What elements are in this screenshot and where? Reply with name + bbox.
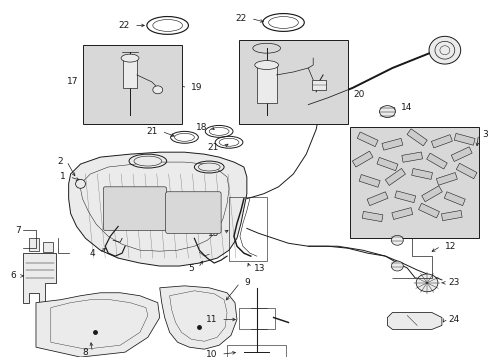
Text: 18: 18 [195, 123, 207, 132]
Ellipse shape [390, 261, 403, 271]
Polygon shape [418, 203, 439, 218]
Text: 5: 5 [188, 264, 194, 273]
Text: 7: 7 [15, 226, 21, 235]
Text: 14: 14 [401, 103, 412, 112]
Text: 23: 23 [448, 278, 459, 287]
Text: 22: 22 [119, 21, 130, 30]
Polygon shape [444, 192, 464, 206]
Polygon shape [441, 210, 461, 221]
Text: 21: 21 [207, 143, 219, 152]
Text: 19: 19 [191, 83, 203, 92]
Text: 11: 11 [205, 315, 217, 324]
Ellipse shape [415, 274, 437, 292]
Text: 12: 12 [444, 242, 455, 251]
Ellipse shape [428, 36, 460, 64]
Polygon shape [450, 147, 471, 162]
Polygon shape [381, 138, 402, 150]
Text: 1: 1 [60, 172, 65, 181]
FancyBboxPatch shape [103, 187, 166, 230]
Polygon shape [29, 238, 39, 251]
Text: 6: 6 [10, 271, 16, 280]
Polygon shape [453, 134, 474, 145]
Text: 4: 4 [90, 249, 95, 258]
Bar [311, 80, 325, 90]
Bar [239, 40, 347, 125]
Polygon shape [358, 175, 379, 187]
Ellipse shape [254, 60, 278, 69]
Text: 8: 8 [82, 348, 88, 357]
Ellipse shape [198, 163, 220, 171]
Polygon shape [426, 153, 447, 169]
Polygon shape [421, 186, 442, 202]
Bar [123, 58, 137, 88]
Ellipse shape [76, 179, 85, 188]
Polygon shape [23, 253, 56, 303]
Polygon shape [36, 293, 160, 357]
Text: 24: 24 [448, 315, 459, 324]
Bar [239, 307, 274, 329]
Text: 13: 13 [253, 264, 265, 273]
Text: 9: 9 [244, 278, 249, 287]
Polygon shape [401, 152, 422, 162]
Ellipse shape [134, 156, 162, 166]
Polygon shape [362, 211, 382, 222]
Polygon shape [352, 151, 372, 167]
Polygon shape [430, 135, 451, 148]
Polygon shape [455, 163, 476, 179]
Polygon shape [43, 242, 53, 252]
Text: 15: 15 [207, 229, 219, 238]
Text: 22: 22 [235, 14, 246, 23]
Bar [228, 197, 266, 261]
Bar [349, 127, 478, 238]
FancyBboxPatch shape [165, 192, 221, 233]
Polygon shape [435, 172, 456, 185]
Polygon shape [366, 192, 387, 206]
Polygon shape [385, 168, 405, 185]
Ellipse shape [379, 105, 395, 117]
Polygon shape [411, 168, 431, 179]
Text: 2: 2 [57, 157, 62, 166]
Polygon shape [386, 312, 441, 329]
Polygon shape [394, 191, 415, 203]
Text: 10: 10 [205, 350, 217, 359]
Ellipse shape [390, 235, 403, 245]
Text: 17: 17 [67, 77, 79, 86]
Polygon shape [406, 129, 427, 146]
Ellipse shape [121, 54, 139, 62]
Polygon shape [356, 132, 377, 147]
Bar [226, 345, 286, 360]
Polygon shape [160, 286, 237, 349]
Polygon shape [391, 208, 412, 220]
Text: 20: 20 [353, 90, 365, 99]
Text: 16: 16 [327, 60, 339, 69]
Polygon shape [376, 157, 397, 171]
Text: 3: 3 [482, 130, 487, 139]
Text: 21: 21 [146, 127, 158, 136]
Polygon shape [68, 152, 246, 266]
Bar [82, 45, 181, 125]
Ellipse shape [152, 86, 163, 94]
Bar [256, 65, 276, 103]
